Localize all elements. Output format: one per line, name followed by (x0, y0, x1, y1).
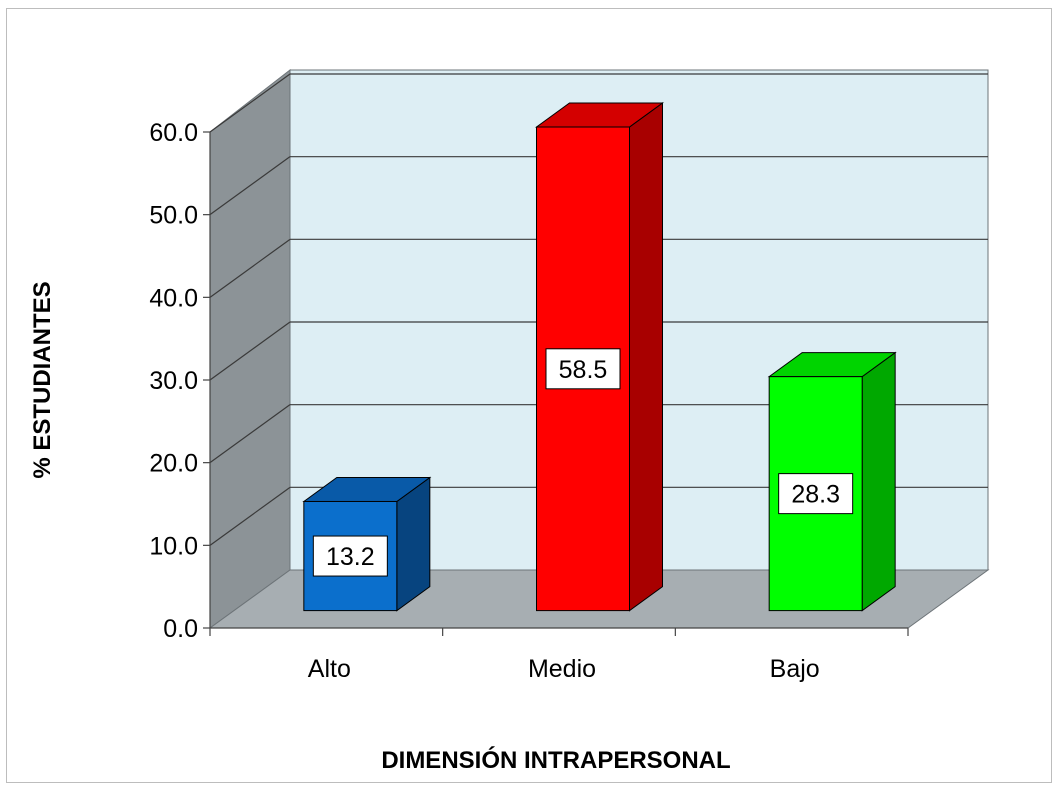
y-tick-label: 60.0 (149, 119, 198, 147)
y-tick-label: 50.0 (149, 202, 198, 230)
data-label-medio: 58.5 (559, 356, 608, 384)
y-tick-label: 0.0 (163, 615, 198, 643)
gridline-side (209, 156, 291, 216)
axes: 0.0 10.0 20.0 30.0 40.0 50.0 60.0 Alto Medio Bajo (149, 119, 909, 683)
bar-side-bajo (861, 351, 896, 612)
side-wall (209, 68, 291, 629)
x-tick-label-bajo: Bajo (770, 655, 820, 683)
y-axis-title: % ESTUDIANTES (29, 281, 56, 478)
data-label-box-alto (312, 535, 388, 577)
x-tick-label-alto: Alto (308, 655, 351, 683)
y-tick-label: 30.0 (149, 367, 198, 395)
gridline-side (209, 321, 291, 381)
data-label-bajo: 28.3 (791, 481, 840, 509)
gridline-side (209, 238, 291, 298)
labels: 13.2 58.5 28.3 (312, 348, 854, 577)
x-tick-label-medio: Medio (528, 655, 596, 683)
gridline-side (209, 486, 291, 546)
y-tick-label: 20.0 (149, 450, 198, 478)
y-tick-label: 10.0 (149, 532, 198, 560)
x-axis-title: DIMENSIÓN INTRAPERSONAL (381, 746, 730, 774)
gridline-side (209, 404, 291, 464)
data-label-box-medio (545, 348, 621, 390)
y-tick-label: 40.0 (149, 284, 198, 312)
data-label-box-bajo (778, 473, 854, 515)
bar-side-medio (629, 102, 663, 612)
data-label-alto: 13.2 (326, 543, 375, 571)
gridline-side (209, 73, 291, 133)
